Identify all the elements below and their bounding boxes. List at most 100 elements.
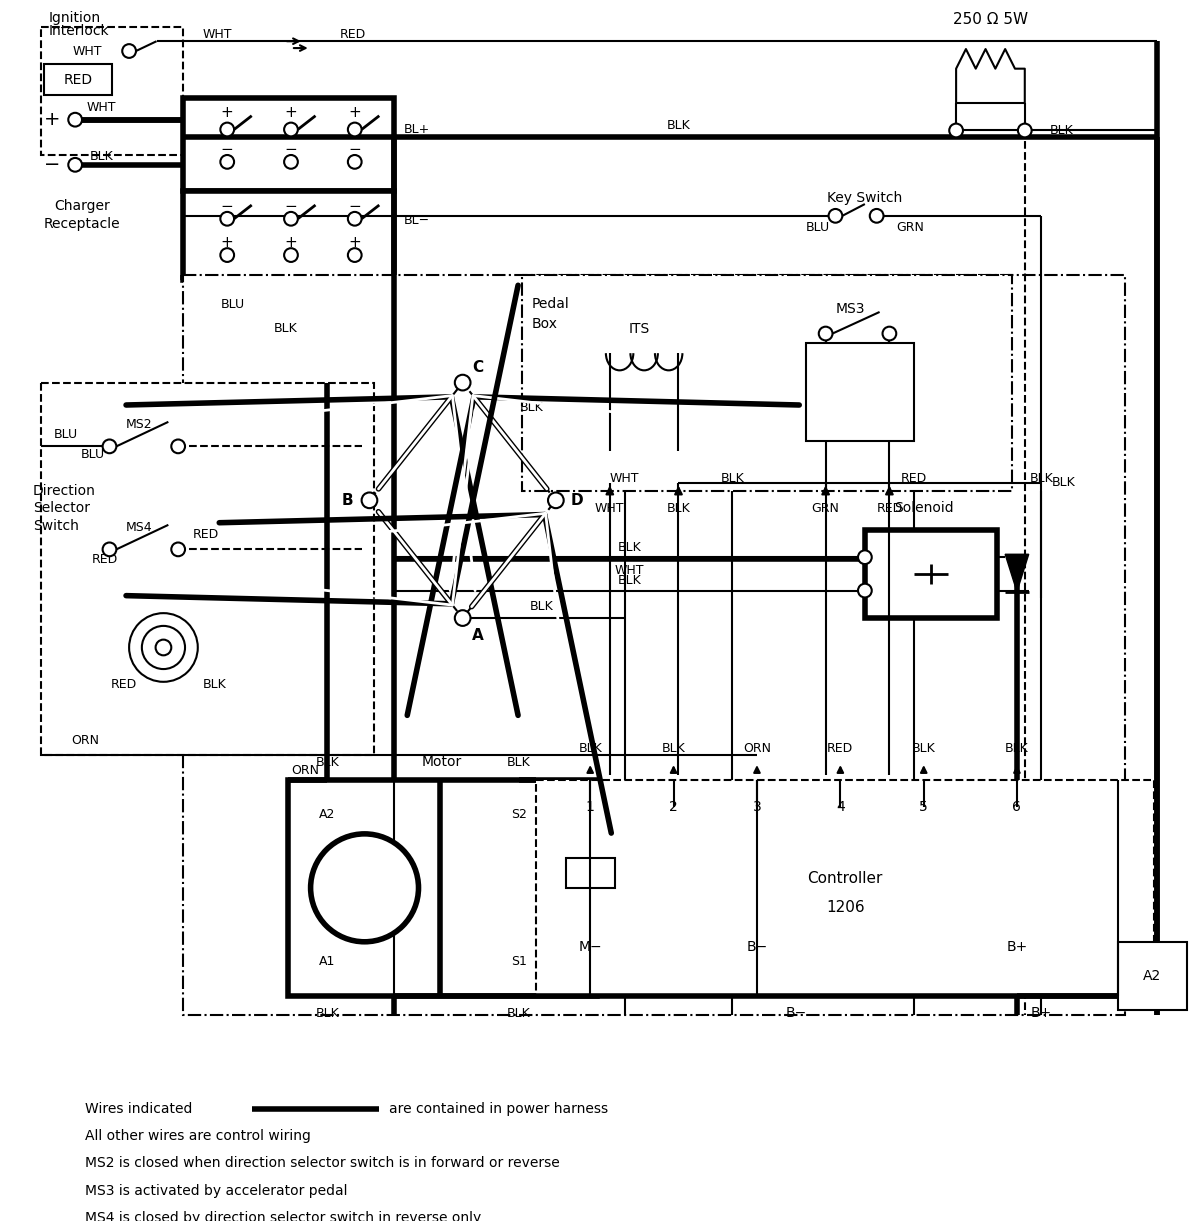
Text: BLK: BLK <box>912 742 936 755</box>
Text: −: − <box>348 199 361 214</box>
Text: BLK: BLK <box>506 1007 530 1020</box>
Bar <box>522 275 1012 491</box>
Text: Switch: Switch <box>32 519 79 532</box>
Text: RED: RED <box>193 529 220 541</box>
Text: 1206: 1206 <box>826 900 864 915</box>
Text: Receptacle: Receptacle <box>43 216 120 231</box>
Circle shape <box>221 212 234 226</box>
Text: BLK: BLK <box>316 1007 340 1020</box>
Circle shape <box>348 212 361 226</box>
Text: ORN: ORN <box>743 742 770 755</box>
Text: S1: S1 <box>511 955 527 968</box>
Circle shape <box>103 542 116 557</box>
Text: BLK: BLK <box>1051 476 1075 490</box>
Circle shape <box>1018 123 1032 137</box>
Text: BLK: BLK <box>1030 473 1054 485</box>
Text: 2: 2 <box>670 801 678 814</box>
Text: BLK: BLK <box>578 742 602 755</box>
Text: BLK: BLK <box>667 120 690 132</box>
Text: Key Switch: Key Switch <box>827 192 902 205</box>
Circle shape <box>858 584 871 597</box>
Text: GRN: GRN <box>896 221 924 234</box>
Bar <box>41 382 374 756</box>
Text: +: + <box>284 234 298 250</box>
Text: WHT: WHT <box>203 28 232 40</box>
Text: Box: Box <box>532 316 557 331</box>
Bar <box>41 27 184 155</box>
Text: BLK: BLK <box>316 756 340 769</box>
Circle shape <box>361 492 377 508</box>
Text: A: A <box>472 628 484 643</box>
Bar <box>184 275 1124 1016</box>
Text: MS3: MS3 <box>835 302 865 316</box>
Circle shape <box>122 44 136 57</box>
Text: BLK: BLK <box>520 400 544 414</box>
Text: ORN: ORN <box>71 734 98 747</box>
Text: BLU: BLU <box>221 298 245 310</box>
Text: −: − <box>284 142 298 156</box>
Text: BLK: BLK <box>1049 125 1073 137</box>
Text: +: + <box>221 234 234 250</box>
Text: A2: A2 <box>319 808 336 821</box>
Circle shape <box>284 155 298 168</box>
Bar <box>536 780 1154 996</box>
Text: BLU: BLU <box>80 448 104 460</box>
Text: 250 Ω 5W: 250 Ω 5W <box>953 12 1028 27</box>
Text: BLK: BLK <box>720 473 744 485</box>
Circle shape <box>548 492 564 508</box>
Text: −: − <box>348 142 361 156</box>
Text: RED: RED <box>340 28 366 40</box>
Text: B−: B− <box>786 1006 806 1021</box>
Circle shape <box>284 248 298 263</box>
Bar <box>865 530 997 618</box>
Text: B−: B− <box>746 940 768 954</box>
Text: MS4 is closed by direction selector switch in reverse only: MS4 is closed by direction selector swit… <box>85 1211 481 1221</box>
Circle shape <box>68 112 82 127</box>
Text: B+: B+ <box>1007 940 1027 954</box>
Text: Charger: Charger <box>54 199 110 212</box>
Text: BLK: BLK <box>618 541 641 554</box>
Bar <box>43 63 113 95</box>
Text: WHT: WHT <box>610 473 640 485</box>
Text: Direction: Direction <box>32 484 96 497</box>
Text: S2: S2 <box>511 808 527 821</box>
Text: 6: 6 <box>1013 801 1021 814</box>
Text: RED: RED <box>91 553 118 565</box>
Text: +: + <box>44 110 61 129</box>
Text: ITS: ITS <box>629 321 650 336</box>
Text: BLK: BLK <box>90 150 114 164</box>
Circle shape <box>828 209 842 222</box>
Circle shape <box>221 122 234 137</box>
Text: BLK: BLK <box>618 574 641 587</box>
Text: A2: A2 <box>1144 969 1162 983</box>
Text: BLU: BLU <box>805 221 830 234</box>
Circle shape <box>311 834 419 941</box>
Text: BLK: BLK <box>529 600 553 613</box>
Bar <box>565 858 614 888</box>
Bar <box>184 98 394 192</box>
Text: Controller: Controller <box>808 871 883 885</box>
Circle shape <box>949 123 962 137</box>
Circle shape <box>103 440 116 453</box>
Circle shape <box>882 327 896 341</box>
Text: BLU: BLU <box>53 429 78 441</box>
Circle shape <box>455 610 470 626</box>
Text: BLK: BLK <box>661 742 685 755</box>
Bar <box>184 192 394 280</box>
Text: −: − <box>44 155 61 175</box>
Text: M−: M− <box>578 940 602 954</box>
Circle shape <box>172 542 185 557</box>
Circle shape <box>142 626 185 669</box>
Bar <box>1118 941 1187 1011</box>
Text: Pedal: Pedal <box>532 297 569 311</box>
Circle shape <box>455 375 470 391</box>
Circle shape <box>68 158 82 172</box>
Text: A1: A1 <box>319 955 336 968</box>
Text: 1: 1 <box>586 801 595 814</box>
Text: B: B <box>342 493 354 508</box>
Circle shape <box>284 212 298 226</box>
Text: RED: RED <box>876 502 902 515</box>
Circle shape <box>348 122 361 137</box>
Text: −: − <box>221 199 234 214</box>
Text: Motor: Motor <box>422 756 462 769</box>
